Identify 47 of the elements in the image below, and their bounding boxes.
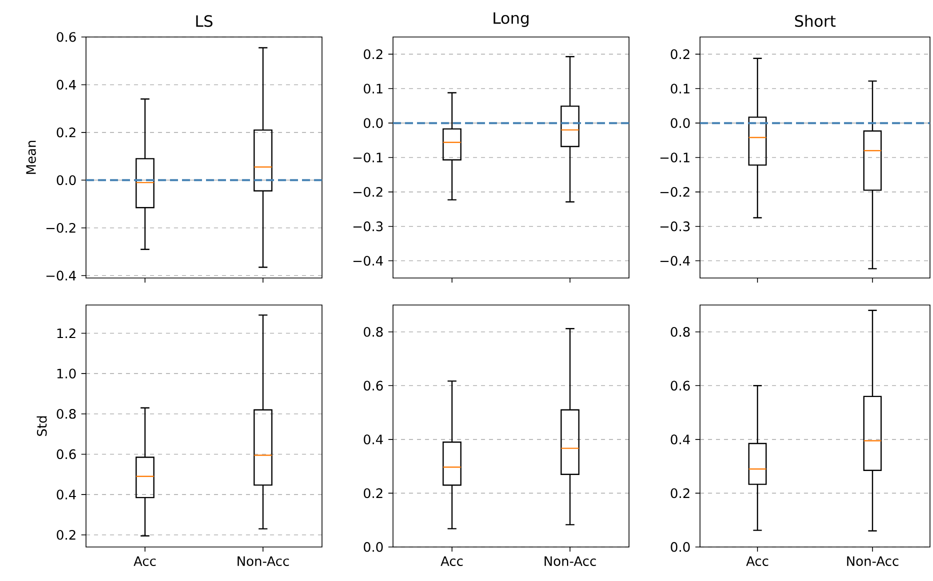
y-tick-label: 0.2 bbox=[364, 49, 382, 60]
y-tick-label: −0.2 bbox=[46, 222, 76, 233]
y-tick-label: −0.2 bbox=[353, 186, 382, 197]
y-axis-title: Std bbox=[36, 416, 47, 436]
y-tick-label: 0.0 bbox=[670, 542, 690, 552]
y-tick-label: 1.0 bbox=[57, 368, 76, 378]
y-tick-label: 0.0 bbox=[56, 175, 76, 186]
chart-title: Short bbox=[795, 14, 836, 27]
y-tick-label: 0.4 bbox=[56, 80, 76, 90]
x-tick-label: Acc bbox=[746, 556, 768, 566]
y-tick-label: 0.6 bbox=[56, 32, 76, 42]
y-tick-label: −0.1 bbox=[353, 152, 382, 162]
y-tick-label: −0.4 bbox=[46, 270, 76, 281]
y-tick-label: 0.6 bbox=[364, 380, 383, 391]
y-tick-label: −0.3 bbox=[353, 221, 383, 232]
y-tick-label: 0.1 bbox=[364, 84, 382, 94]
y-tick-label: 1.2 bbox=[57, 328, 76, 338]
y-tick-label: 0.6 bbox=[670, 380, 690, 391]
y-tick-label: −0.2 bbox=[660, 186, 690, 197]
x-tick-label: Non-Acc bbox=[544, 556, 596, 566]
y-tick-label: 0.1 bbox=[670, 84, 690, 94]
y-tick-label: 0.0 bbox=[670, 118, 690, 128]
y-tick-label: 0.4 bbox=[670, 434, 690, 444]
y-tick-label: −0.4 bbox=[353, 256, 383, 266]
y-tick-label: −0.1 bbox=[660, 152, 690, 162]
y-tick-label: 0.8 bbox=[670, 326, 690, 337]
y-axis-title: Mean bbox=[26, 140, 36, 174]
y-tick-label: 0.2 bbox=[670, 49, 690, 60]
y-tick-label: 0.6 bbox=[56, 449, 76, 460]
y-tick-label: −0.3 bbox=[660, 221, 690, 232]
y-tick-label: 0.2 bbox=[56, 128, 76, 138]
y-tick-label: 0.2 bbox=[670, 488, 690, 498]
y-tick-label: 0.8 bbox=[56, 408, 76, 419]
y-tick-label: 0.2 bbox=[364, 488, 382, 498]
y-tick-label: 0.2 bbox=[56, 530, 76, 540]
y-tick-label: 0.4 bbox=[364, 434, 383, 444]
x-tick-label: Non-Acc bbox=[238, 556, 289, 566]
chart-title: LS bbox=[196, 15, 212, 27]
x-tick-label: Acc bbox=[134, 556, 156, 566]
x-tick-label: Acc bbox=[440, 556, 463, 566]
y-tick-label: 0.4 bbox=[56, 490, 76, 500]
x-tick-label: Non-Acc bbox=[847, 556, 898, 566]
y-tick-label: 0.0 bbox=[364, 118, 383, 128]
y-tick-label: 0.0 bbox=[364, 542, 383, 552]
y-tick-label: −0.4 bbox=[660, 256, 690, 266]
chart-title: Long bbox=[494, 12, 528, 27]
y-tick-label: 0.8 bbox=[364, 326, 383, 337]
